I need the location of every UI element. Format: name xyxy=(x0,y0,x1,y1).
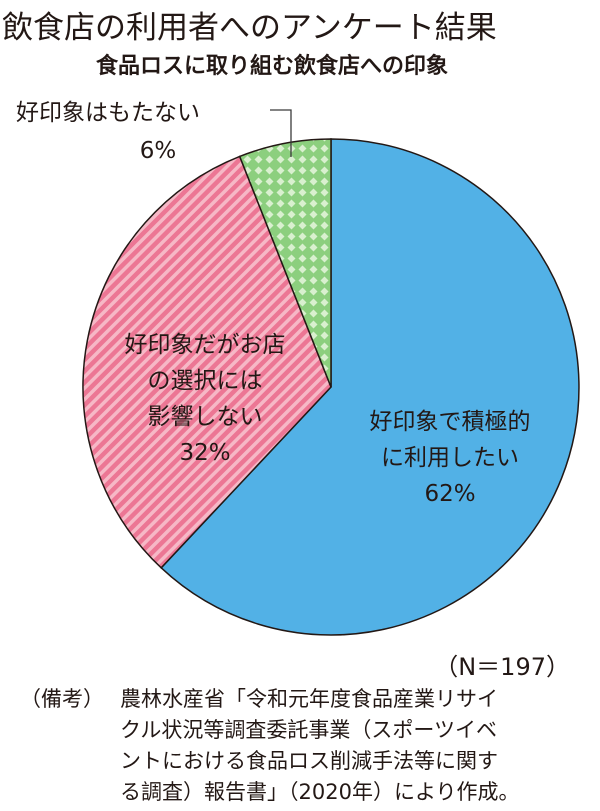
label-text: の選択には xyxy=(147,368,263,394)
label-percent: 6% xyxy=(139,138,177,164)
chart-title: 飲食店の利用者へのアンケート結果 xyxy=(2,10,497,46)
notes-body: 農林水産省「令和元年度食品産業リサイ クル状況等調査委託事業（スポーツイベ ント… xyxy=(120,684,600,808)
slice-positive-use xyxy=(160,138,580,636)
label-text: 好印象で積極的 xyxy=(369,409,531,435)
label-no-good-impression: 好印象はもたない 6% xyxy=(16,94,200,170)
chart-subtitle: 食品ロスに取り組む飲食店への印象 xyxy=(96,54,449,79)
notes-heading: （備考） xyxy=(20,687,104,711)
notes-line: ントにおける食品ロス削減手法等に関す xyxy=(120,749,498,773)
slice-no-influence xyxy=(82,155,332,569)
label-text: に利用したい xyxy=(381,445,519,471)
leader-line xyxy=(270,109,292,157)
label-percent: 62% xyxy=(424,481,476,507)
label-percent: 32% xyxy=(179,440,231,466)
label-text: 好印象はもたない xyxy=(16,100,200,126)
notes-line: 農林水産省「令和元年度食品産業リサイ xyxy=(120,687,498,711)
sample-size: （N＝197） xyxy=(434,653,570,681)
slice-no-good-impression xyxy=(238,138,332,388)
label-text: 影響しない xyxy=(147,404,263,430)
label-positive-use: 好印象で積極的 に利用したい 62% xyxy=(335,404,565,512)
notes-line: クル状況等調査委託事業（スポーツイベ xyxy=(120,718,497,742)
label-text: 好印象だがお店 xyxy=(124,332,286,358)
label-no-influence: 好印象だがお店 の選択には 影響しない 32% xyxy=(90,327,320,471)
notes-line: る調査）報告書」（2020年）により作成。 xyxy=(120,780,520,804)
